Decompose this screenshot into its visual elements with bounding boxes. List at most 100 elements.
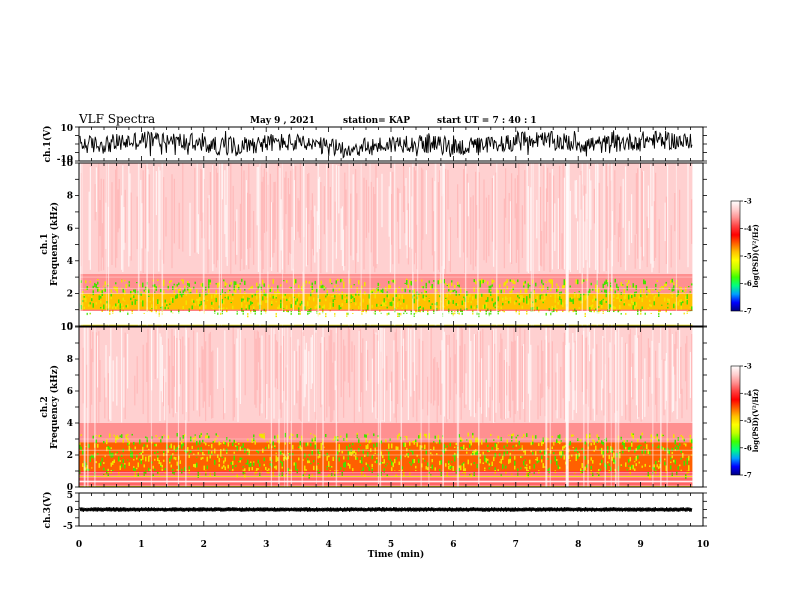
psd-streak: [586, 336, 588, 390]
psd-mottle: [184, 449, 186, 452]
psd-streak: [431, 177, 433, 256]
psd-mottle: [484, 454, 486, 460]
psd-gap: [348, 163, 350, 326]
psd-mottle: [494, 469, 496, 475]
psd-mottle: [200, 457, 202, 460]
psd-mottle: [193, 286, 195, 290]
psd-streak: [543, 165, 545, 271]
psd-mottle: [388, 451, 390, 457]
psd-streak: [173, 178, 175, 244]
psd-mottle: [157, 451, 159, 453]
psd-mottle: [452, 466, 454, 472]
psd-mottle: [320, 285, 322, 289]
psd-mottle: [524, 280, 526, 284]
psd-mottle: [352, 468, 354, 473]
psd-streak: [202, 349, 204, 408]
psd-streak: [434, 357, 436, 401]
psd-mottle: [518, 299, 520, 302]
psd-mottle: [136, 457, 138, 460]
psd-gap: [105, 163, 107, 326]
psd-mottle: [667, 303, 669, 305]
psd-streak: [464, 344, 466, 408]
psd-mottle: [356, 434, 358, 436]
psd-mottle: [307, 442, 309, 446]
psd-mottle: [136, 299, 138, 301]
psd-mottle: [538, 307, 540, 311]
psd-mottle: [395, 457, 397, 460]
psd-streak: [649, 347, 651, 377]
psd-mottle: [689, 434, 691, 438]
psd-mottle: [166, 302, 168, 306]
psd-mottle: [667, 447, 669, 452]
psd-gap: [586, 163, 589, 326]
psd-streak: [656, 377, 658, 422]
psd-streak: [175, 329, 177, 414]
psd-mottle: [304, 465, 306, 469]
psd-mottle: [257, 290, 259, 292]
waveform-ch3-trace: [79, 507, 693, 512]
psd-mottle: [184, 467, 186, 472]
psd-mottle: [395, 294, 397, 297]
psd-streak: [316, 211, 318, 253]
psd-mottle: [554, 305, 556, 309]
psd-mottle: [148, 455, 150, 460]
psd-mottle: [208, 435, 210, 439]
psd-mottle: [106, 439, 108, 445]
psd-mottle: [211, 301, 213, 305]
psd-mottle: [271, 286, 273, 292]
psd-gap: [79, 163, 81, 326]
psd-mottle: [274, 466, 276, 469]
psd-streak: [489, 386, 491, 421]
psd-mottle: [389, 302, 391, 306]
psd-mottle: [232, 465, 234, 469]
psd-mottle: [413, 298, 415, 304]
psd-mottle: [668, 298, 670, 304]
psd-streak: [201, 169, 203, 239]
psd-streak: [314, 327, 316, 412]
psd-mottle: [218, 443, 220, 446]
psd-mottle: [481, 293, 483, 297]
psd-mottle: [250, 286, 252, 289]
psd-streak: [507, 327, 509, 418]
time-tick-label: 0: [76, 540, 82, 550]
psd-mottle: [356, 432, 358, 435]
psd-mottle: [172, 298, 174, 303]
psd-mottle: [182, 306, 184, 311]
psd-mottle: [134, 289, 136, 295]
psd-mottle: [500, 458, 502, 464]
psd-streak: [247, 192, 249, 249]
psd-mottle: [580, 468, 582, 473]
psd-mottle: [265, 446, 267, 450]
psd-mottle: [542, 299, 544, 303]
psd-mottle: [128, 462, 130, 466]
psd-mottle: [473, 453, 475, 456]
psd-streak: [237, 328, 239, 422]
psd-mottle: [437, 435, 439, 440]
psd-mottle: [512, 433, 514, 436]
psd-mottle: [655, 288, 657, 290]
psd-mottle: [425, 466, 427, 470]
psd-streak: [501, 338, 503, 421]
psd-mottle: [655, 461, 657, 465]
psd-mottle: [398, 294, 400, 298]
psd-gap: [301, 327, 303, 487]
psd-mottle: [416, 454, 418, 457]
psd-streak: [209, 331, 211, 396]
psd-mottle: [317, 455, 319, 459]
psd-mottle: [625, 293, 627, 297]
psd-line: [79, 322, 693, 324]
psd-streak: [541, 230, 543, 267]
psd-mottle: [122, 288, 124, 293]
psd-streak: [589, 168, 591, 268]
psd-mottle: [479, 458, 481, 464]
psd-mottle: [404, 309, 406, 313]
psd-mottle: [173, 447, 175, 450]
psd-gap: [146, 163, 148, 326]
psd-streak: [260, 165, 262, 251]
psd-mottle: [503, 288, 505, 293]
psd-mottle: [103, 462, 105, 464]
psd-streak: [398, 188, 400, 264]
psd-mottle: [131, 294, 133, 298]
header-station: station= KAP: [343, 116, 410, 126]
psd-streak: [129, 173, 131, 257]
